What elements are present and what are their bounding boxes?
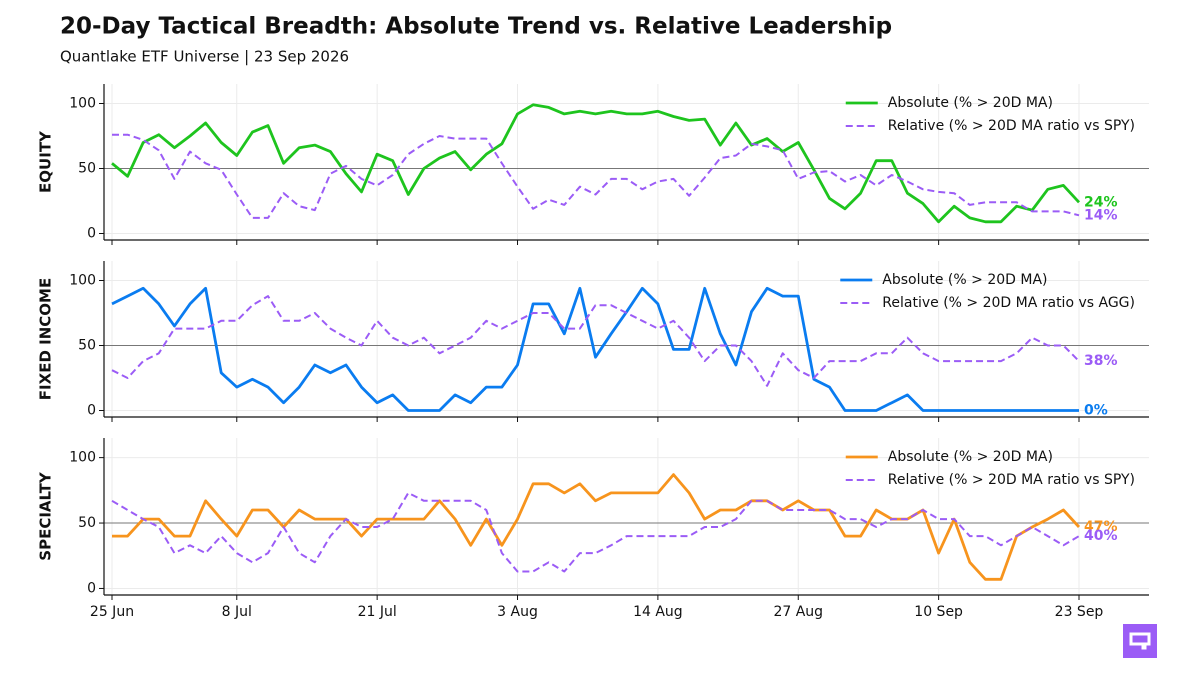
data-label: 40% (1084, 528, 1118, 544)
y-tick-label: 100 (69, 450, 96, 466)
legend-label: Absolute (% > 20D MA) (888, 449, 1053, 465)
data-label: 47% (1084, 519, 1118, 535)
y-tick-label: 100 (69, 96, 96, 112)
legend-label: Relative (% > 20D MA ratio vs AGG) (882, 295, 1135, 311)
legend-label: Relative (% > 20D MA ratio vs SPY) (888, 472, 1135, 488)
y-axis-label: SPECIALTY (37, 471, 55, 561)
legend-label: Absolute (% > 20D MA) (888, 95, 1053, 111)
x-tick-label: 14 Aug (633, 604, 683, 620)
legend-label: Absolute (% > 20D MA) (882, 272, 1047, 288)
x-tick-label: 21 Jul (358, 604, 397, 620)
line (111, 286, 1079, 412)
y-tick-label: 0 (87, 226, 96, 242)
y-tick-label: 0 (87, 580, 96, 596)
data-label: 0% (1084, 403, 1108, 419)
x-tick-label: 8 Jul (222, 604, 252, 620)
y-tick-label: 50 (78, 515, 96, 531)
x-tick-label: 25 Jun (90, 604, 134, 620)
chart-title: 20-Day Tactical Breadth: Absolute Trend … (60, 14, 892, 40)
line (111, 103, 1081, 224)
y-axis-label: FIXED INCOME (37, 278, 55, 400)
y-tick-label: 0 (87, 403, 96, 419)
x-tick-label: 23 Sep (1055, 604, 1104, 620)
logo (1123, 624, 1157, 658)
y-tick-label: 50 (78, 161, 96, 177)
line (111, 295, 1080, 387)
data-label: 38% (1084, 353, 1118, 369)
data-label: 24% (1084, 194, 1118, 210)
x-tick-label: 27 Aug (773, 604, 823, 620)
y-tick-label: 100 (69, 273, 96, 289)
legend-label: Relative (% > 20D MA ratio vs SPY) (888, 118, 1135, 134)
line (112, 133, 1080, 219)
chart-subtitle: Quantlake ETF Universe | 23 Sep 2026 (60, 48, 349, 66)
y-axis-label: EQUITY (37, 130, 55, 193)
y-tick-label: 50 (78, 338, 96, 354)
line (111, 491, 1080, 573)
x-tick-label: 3 Aug (497, 604, 538, 620)
x-tick-label: 10 Sep (914, 604, 963, 620)
data-label: 14% (1084, 207, 1118, 223)
line (112, 473, 1081, 581)
